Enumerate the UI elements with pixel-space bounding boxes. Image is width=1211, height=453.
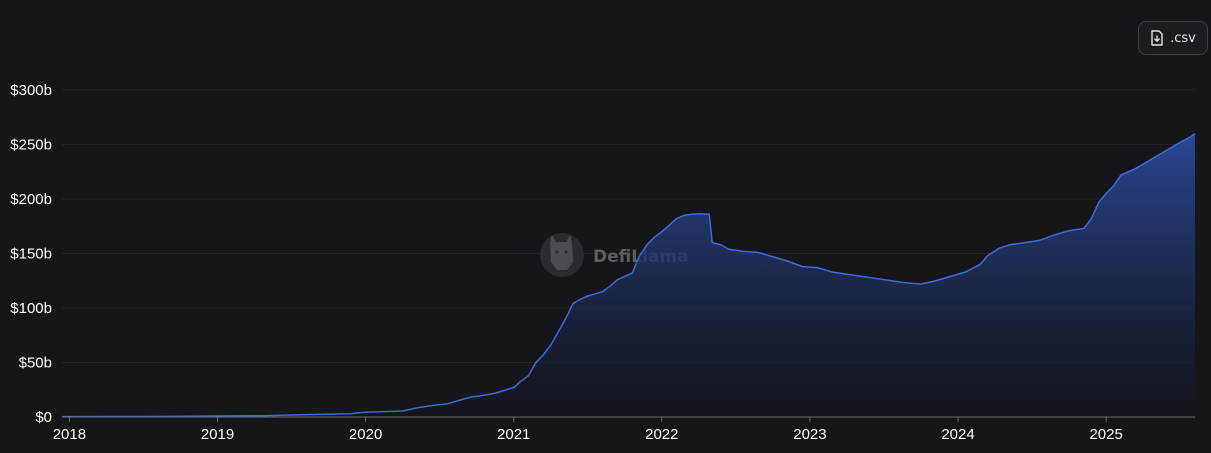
x-tick-label: 2025 xyxy=(1089,426,1122,443)
x-axis: 2018 2019 2020 2021 2022 2023 2024 2025 xyxy=(53,416,1195,443)
x-tick-label: 2021 xyxy=(497,426,530,443)
y-tick-label: $250b xyxy=(10,137,52,154)
y-axis: $0 $50b $100b $150b $200b $250b $300b xyxy=(10,82,52,426)
y-tick-label: $300b xyxy=(10,82,52,99)
y-tick-label: $200b xyxy=(10,191,52,208)
x-tick-label: 2023 xyxy=(793,426,826,443)
y-tick-label: $100b xyxy=(10,300,52,317)
x-tick-label: 2024 xyxy=(941,426,974,443)
x-tick-label: 2019 xyxy=(201,426,234,443)
download-csv-button[interactable]: .csv xyxy=(1138,21,1208,55)
download-csv-label: .csv xyxy=(1170,30,1196,46)
y-tick-label: $0 xyxy=(35,409,52,426)
file-download-icon xyxy=(1150,30,1164,46)
y-tick-label: $50b xyxy=(19,355,52,372)
llama-logo-icon xyxy=(540,233,584,277)
x-tick-label: 2022 xyxy=(645,426,678,443)
x-tick-label: 2018 xyxy=(53,426,86,443)
x-tick-label: 2020 xyxy=(349,426,382,443)
y-tick-label: $150b xyxy=(10,246,52,263)
tvl-line xyxy=(61,132,1196,418)
